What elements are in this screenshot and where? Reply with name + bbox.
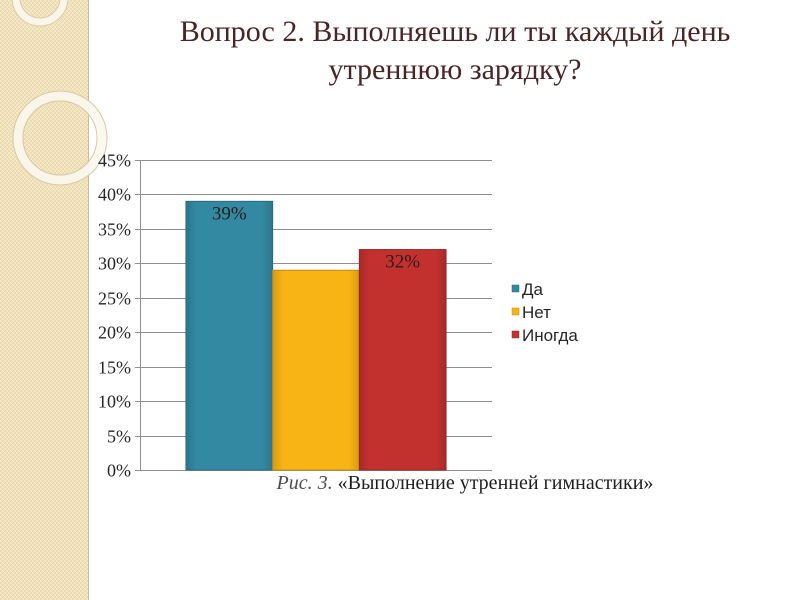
- y-tick-label: 10%: [98, 392, 131, 412]
- bar-chart: 0% 5% 10% 15% 20% 25% 30% 35% 40% 45% 39% 32% Да Нет И…: [90, 145, 690, 490]
- figure-caption-text: «Выполнение утренней гимнастики»: [337, 472, 654, 494]
- bar-3: [358, 249, 447, 471]
- figure-caption: Рис. 3. «Выполнение утренней гимнастики»: [190, 471, 740, 495]
- y-tick-label: 40%: [98, 185, 131, 205]
- y-tick-label: 20%: [98, 323, 131, 343]
- legend-swatch: [511, 330, 520, 339]
- y-tick-label: 30%: [98, 254, 131, 274]
- y-tick-label: 25%: [98, 289, 131, 309]
- decorative-ring: [12, 90, 108, 186]
- y-tick-label: 35%: [98, 220, 131, 240]
- legend-swatch: [511, 284, 520, 293]
- y-tick-label: 15%: [98, 358, 131, 378]
- data-label: 39%: [212, 203, 247, 224]
- figure-number: Рис. 3.: [276, 472, 333, 494]
- legend-label: Нет: [522, 303, 551, 322]
- legend-swatch: [511, 307, 520, 316]
- legend-label: Иногда: [522, 326, 578, 345]
- chart-canvas: 0% 5% 10% 15% 20% 25% 30% 35% 40% 45% 39% 32% Да Нет И…: [98, 151, 578, 481]
- y-tick-label: 5%: [107, 427, 131, 447]
- y-tick-label: 45%: [98, 151, 131, 171]
- decorative-strip: [0, 0, 88, 600]
- y-tick-label: 0%: [107, 461, 131, 481]
- slide-title: Вопрос 2. Выполняешь ли ты каждый день у…: [179, 15, 731, 86]
- bar-1: [185, 200, 274, 471]
- decorative-ring-small: [11, 0, 69, 27]
- bar-2: [272, 269, 360, 471]
- data-label: 32%: [385, 252, 420, 273]
- legend-label: Да: [522, 280, 544, 299]
- slide-decoration: [0, 0, 108, 600]
